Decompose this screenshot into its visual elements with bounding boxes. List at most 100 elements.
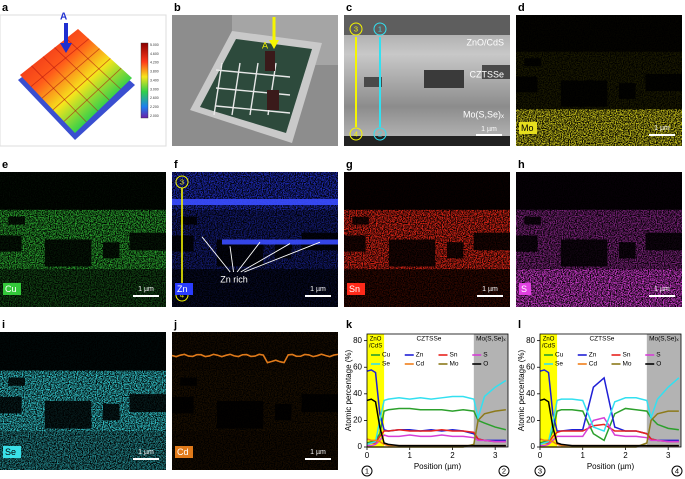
marker-b: A <box>262 40 268 50</box>
colorbar-label: 4.200 <box>150 61 159 65</box>
plot-frame <box>366 333 509 448</box>
height-map-ridge <box>63 67 122 122</box>
grid-contact <box>249 62 259 116</box>
region-label: ZnO <box>370 337 382 343</box>
map-void <box>524 58 541 67</box>
cut-region <box>265 51 275 71</box>
region-label: /CdS <box>542 344 555 350</box>
map-void <box>560 80 608 107</box>
map-void <box>44 239 92 267</box>
map-back-layer <box>172 431 338 470</box>
panel-letter: h <box>518 159 525 171</box>
map-top-layer <box>516 172 682 210</box>
colorbar-label: 3.400 <box>150 78 159 82</box>
element-map <box>0 172 166 307</box>
map-void <box>352 216 369 225</box>
element-label-box <box>175 283 193 295</box>
legend-label: S <box>483 352 488 359</box>
arrow-b-head <box>269 40 279 49</box>
cut-region <box>267 90 279 110</box>
panel-letter: f <box>174 159 178 171</box>
region-label: CZTSSe <box>416 336 441 343</box>
scale-label: 1 µm <box>138 286 154 293</box>
legend-label: Sn <box>450 352 458 359</box>
element-label-box <box>519 283 531 295</box>
scale-label: 1 µm <box>310 286 326 293</box>
map-void <box>446 242 464 259</box>
map-void <box>8 216 25 225</box>
element-label: S <box>521 284 527 294</box>
scale-label: 1 µm <box>310 449 326 456</box>
height-map-ridge <box>42 56 99 112</box>
sem-void <box>482 65 510 79</box>
map-void <box>274 242 292 259</box>
arrow-a-head <box>60 43 72 53</box>
annotation-arrow <box>236 241 261 273</box>
marker-circle <box>349 127 363 141</box>
height-map-ridge <box>41 48 100 99</box>
panel-letter: k <box>346 319 353 331</box>
element-label: Cu <box>5 284 17 294</box>
map-void <box>344 235 366 252</box>
map-top-layer <box>172 332 338 371</box>
element-label: Sn <box>349 284 360 294</box>
x-tick-label: 1 <box>581 451 586 460</box>
colorbar <box>140 42 149 119</box>
scale-label: 1 µm <box>482 286 498 293</box>
marker-label: 3 <box>538 466 542 475</box>
panel-letter: c <box>346 2 352 14</box>
element-label: Mo <box>521 123 534 133</box>
marker-label: 2 <box>502 466 506 475</box>
layer-label: ZnO/CdS <box>466 37 504 47</box>
grid-contact <box>215 69 291 78</box>
panel-letter: d <box>518 2 525 14</box>
layer-label: CZTSSe <box>469 69 504 79</box>
plot-frame <box>539 333 682 448</box>
element-label: Se <box>5 447 16 457</box>
map-back-layer <box>0 431 166 470</box>
colorbar-label: 4.600 <box>150 52 159 56</box>
height-map-ridge <box>54 47 110 101</box>
y-tick-label: 0 <box>531 442 536 451</box>
marker-circle <box>498 465 510 477</box>
map-back-layer <box>0 269 166 307</box>
colorbar-label: 2.200 <box>150 105 159 109</box>
height-map-ridge <box>65 37 121 90</box>
map-void <box>516 235 538 252</box>
marker-label: 1 <box>378 24 382 33</box>
legend-label: Mo <box>450 361 459 368</box>
marker-label: 3 <box>180 177 184 186</box>
map-top-layer <box>516 15 682 52</box>
layer-label: Mo(S,Se)ₓ <box>463 109 504 119</box>
map-void <box>172 396 194 414</box>
legend-label: Cu <box>382 352 391 359</box>
map-back-layer <box>172 269 338 307</box>
map-top-layer <box>344 172 510 210</box>
scale-label: 1 µm <box>138 449 154 456</box>
colorbar-label: 2.000 <box>150 114 159 118</box>
annotation-arrow <box>201 236 231 273</box>
marker-circle <box>373 127 387 141</box>
map-void <box>618 242 636 259</box>
series-line <box>539 398 679 447</box>
series-line <box>366 428 506 446</box>
grid-contact <box>215 105 291 114</box>
sem-void <box>364 77 382 87</box>
element-label-box <box>3 446 21 458</box>
sem-footer <box>344 136 510 146</box>
scale-label: 1 µm <box>654 286 670 293</box>
region-label: Mo(S,Se)ₓ <box>649 336 679 343</box>
y-tick-label: 40 <box>526 389 535 398</box>
series-line <box>366 398 506 447</box>
x-tick-label: 1 <box>408 451 413 460</box>
map-top-layer <box>0 332 166 371</box>
legend-label: Zn <box>589 352 597 359</box>
series-line <box>539 423 679 446</box>
element-label: Cd <box>177 447 189 457</box>
region-label: /CdS <box>369 344 382 350</box>
x-tick-label: 3 <box>493 451 498 460</box>
legend-label: S <box>656 352 661 359</box>
marker-label: 3 <box>354 24 358 33</box>
map-void <box>102 403 120 421</box>
region-label: ZnO <box>543 337 555 343</box>
